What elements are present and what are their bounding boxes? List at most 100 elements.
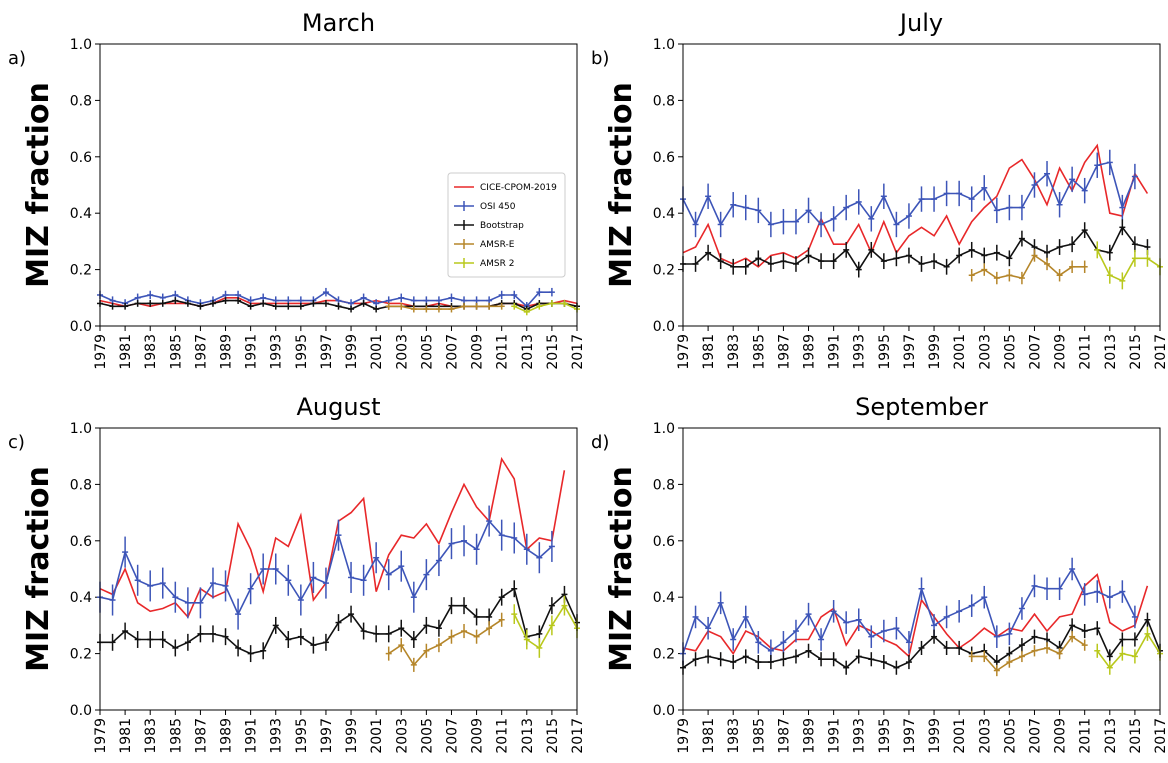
x-tick-label: 2015 [545, 718, 561, 754]
x-tick-label: 1991 [827, 718, 843, 754]
legend-item: Bootstrap [454, 220, 524, 231]
series-line [99, 456, 566, 619]
panel-label: c) [8, 432, 25, 453]
x-tick-label: 2001 [952, 718, 968, 754]
x-tick-label: 1997 [319, 718, 335, 754]
legend: CICE-CPOM-2019 OSI 450 Bootstrap AMSR-E AMSR… [447, 172, 566, 278]
x-tick-label: 1985 [751, 334, 767, 370]
x-tick-label: 1979 [676, 718, 692, 754]
x-tick-label: 1999 [344, 334, 360, 370]
panel-label: b) [591, 48, 609, 69]
x-tick-label: 2005 [1002, 334, 1018, 370]
x-tick-label: 1979 [93, 718, 109, 754]
x-tick-label: 1987 [193, 334, 209, 370]
y-tick-label: 0.0 [70, 319, 92, 335]
legend-label: AMSR 2 [480, 259, 514, 269]
x-tick-label: 1987 [193, 718, 209, 754]
legend-label: AMSR-E [480, 240, 515, 250]
series-osi-450 [680, 557, 1138, 665]
x-tick-label: 2001 [952, 334, 968, 370]
x-tick-label: 1983 [726, 718, 742, 754]
series-cice-cpom-2019 [682, 573, 1149, 658]
x-tick-label: 1999 [927, 718, 943, 754]
x-tick-label: 1981 [118, 718, 134, 754]
y-tick-label: 0.2 [653, 263, 675, 279]
x-tick-label: 2013 [520, 718, 536, 754]
y-axis-label: MIZ fraction [21, 466, 56, 672]
series-line [513, 604, 578, 650]
y-tick-label: 1.0 [70, 421, 92, 437]
series-line [971, 635, 1086, 672]
x-tick-label: 2017 [1153, 334, 1168, 370]
axes-frame [99, 43, 578, 327]
y-tick-label: 0.4 [70, 206, 92, 222]
legend-label: Bootstrap [480, 221, 524, 231]
x-tick-label: 2009 [1053, 718, 1069, 754]
legend-item: CICE-CPOM-2019 [454, 183, 557, 193]
legend-item: AMSR 2 [454, 258, 514, 269]
x-tick-label: 2001 [369, 334, 385, 370]
panel-label: d) [591, 432, 609, 453]
y-tick-label: 0.2 [653, 647, 675, 663]
series-line [388, 619, 503, 667]
x-tick-label: 2003 [394, 718, 410, 754]
x-tick-label: 1995 [294, 334, 310, 370]
series-line [1096, 632, 1161, 669]
x-tick-label: 1983 [143, 334, 159, 370]
x-tick-label: 2005 [419, 334, 435, 370]
x-tick-label: 1995 [294, 718, 310, 754]
y-tick-label: 0.4 [653, 590, 675, 606]
y-axis-label: MIZ fraction [21, 82, 56, 288]
y-axis-label: MIZ fraction [604, 82, 639, 288]
y-tick-label: 0.8 [70, 477, 92, 493]
y-tick-label: 0.0 [653, 703, 675, 719]
axes-frame [682, 427, 1161, 711]
x-tick-label: 1981 [118, 334, 134, 370]
x-tick-label: 2007 [1027, 334, 1043, 370]
x-tick-label: 2005 [419, 718, 435, 754]
x-tick-label: 1999 [344, 718, 360, 754]
panel-label: a) [8, 48, 26, 69]
y-tick-label: 0.8 [653, 93, 675, 109]
y-tick-label: 0.0 [70, 703, 92, 719]
x-tick-label: 2007 [444, 334, 460, 370]
x-tick-label: 1993 [852, 334, 868, 370]
y-tick-label: 0.8 [653, 477, 675, 493]
x-tick-label: 2009 [470, 334, 486, 370]
y-tick-label: 0.2 [70, 647, 92, 663]
legend-label: CICE-CPOM-2019 [480, 183, 557, 193]
series-osi-450 [680, 149, 1138, 238]
x-tick-label: 1979 [93, 334, 109, 370]
x-tick-label: 2017 [570, 718, 586, 754]
x-tick-label: 2011 [1078, 334, 1094, 370]
x-tick-label: 1991 [244, 334, 260, 370]
x-tick-label: 2017 [570, 334, 586, 370]
x-tick-label: 2009 [470, 718, 486, 754]
legend-box [447, 172, 566, 278]
series-line [513, 302, 578, 313]
x-tick-label: 1985 [751, 718, 767, 754]
x-tick-label: 2011 [1078, 718, 1094, 754]
series-line [1096, 249, 1161, 282]
x-tick-label: 2011 [495, 334, 511, 370]
y-tick-label: 1.0 [653, 421, 675, 437]
series-line [682, 573, 1149, 658]
y-tick-label: 0.6 [70, 534, 92, 550]
legend-label: OSI 450 [480, 202, 516, 212]
series-osi-450 [97, 287, 555, 311]
chart-title: July [898, 9, 943, 37]
axes-frame [99, 427, 578, 711]
x-tick-label: 2017 [1153, 718, 1168, 754]
y-tick-label: 0.8 [70, 93, 92, 109]
y-tick-label: 1.0 [70, 37, 92, 53]
series-amsr-e [968, 249, 1088, 285]
y-tick-label: 0.6 [653, 150, 675, 166]
series-bootstrap [680, 219, 1151, 278]
chart-title: August [297, 393, 381, 421]
x-tick-label: 1981 [701, 718, 717, 754]
y-tick-label: 0.2 [70, 263, 92, 279]
x-tick-label: 2003 [394, 334, 410, 370]
x-tick-label: 1993 [269, 718, 285, 754]
x-tick-label: 1991 [244, 718, 260, 754]
